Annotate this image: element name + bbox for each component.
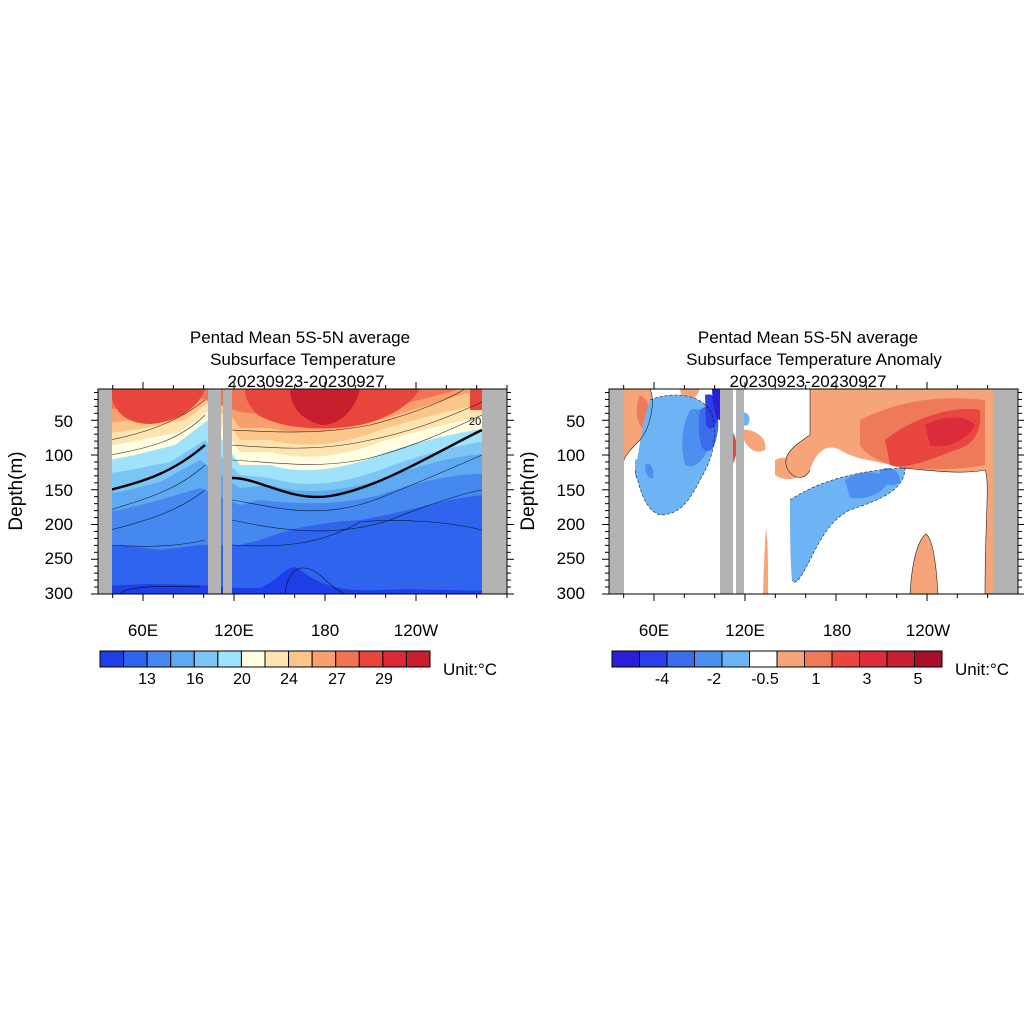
temp-colorbar-box-14 [405, 650, 431, 668]
anom-x-tick-120w: 120W [906, 621, 950, 640]
temp-colorbar-label-16: 16 [186, 671, 204, 688]
anom-colorbar-box-2 [639, 650, 668, 668]
anom-y-tick-200: 200 [557, 515, 585, 534]
temp-colorbar-box-12 [358, 650, 384, 668]
anom-contour-field [609, 389, 1018, 594]
temp-title-line-3: 20230923-20230927 [228, 372, 385, 391]
anom-colorbar-box-10 [859, 650, 888, 668]
anom-colorbar [611, 650, 943, 668]
temp-x-tick-180: 180 [311, 621, 339, 640]
temp-unit-label: Unit:°C [443, 660, 497, 679]
anom-axis-ticks [602, 382, 1024, 601]
anom-colorbar-box-5 [721, 650, 750, 668]
temp-x-tick-120w: 120W [394, 621, 438, 640]
temp-colorbar-label-27: 27 [328, 671, 346, 688]
temp-colorbar-box-11 [335, 650, 360, 668]
temp-y-tick-100: 100 [45, 446, 73, 465]
temp-plot-frame [97, 388, 508, 595]
temp-colorbar-box-8 [264, 650, 290, 668]
anom-colorbar-label-neg05: -0.5 [751, 671, 779, 688]
temp-colorbar-box-2 [123, 650, 148, 668]
anom-x-tick-180: 180 [823, 621, 851, 640]
panel-anomaly: Pentad Mean 5S-5N average Subsurface Tem… [518, 328, 1024, 688]
temp-colorbar-box-10 [311, 650, 337, 668]
anom-title-line-3: 20230923-20230927 [730, 372, 887, 391]
temp-colorbar-label-20: 20 [233, 671, 251, 688]
anom-title-line-1: Pentad Mean 5S-5N average [698, 328, 918, 347]
anom-y-tick-250: 250 [557, 549, 585, 568]
temp-colorbar-box-7 [240, 650, 266, 668]
anom-colorbar-box-7 [776, 650, 805, 668]
anom-colorbar-box-3 [666, 650, 695, 668]
anom-colorbar-label-neg2: -2 [707, 671, 721, 688]
panel-temperature: Pentad Mean 5S-5N average Subsurface Tem… [6, 328, 514, 688]
temp-contour-field: 20 [98, 389, 507, 594]
temp-colorbar-label-24: 24 [280, 671, 298, 688]
anom-y-tick-100: 100 [557, 446, 585, 465]
anom-colorbar-box-9 [831, 650, 860, 668]
anom-y-axis-label: Depth(m) [518, 451, 539, 530]
anom-title-line-2: Subsurface Temperature Anomaly [686, 350, 942, 369]
temp-colorbar-box-4 [170, 650, 195, 668]
anom-colorbar-box-11 [886, 650, 915, 668]
anom-colorbar-label-1: 1 [812, 671, 821, 688]
temp-colorbar-box-13 [382, 650, 407, 668]
anom-colorbar-box-1 [611, 650, 640, 668]
temp-y-tick-300: 300 [45, 584, 73, 603]
temp-y-tick-200: 200 [45, 515, 73, 534]
temp-title-line-1: Pentad Mean 5S-5N average [190, 328, 410, 347]
temp-x-tick-120e: 120E [214, 621, 254, 640]
anom-y-tick-150: 150 [557, 481, 585, 500]
anom-colorbar-box-12 [914, 650, 943, 668]
temp-x-tick-60e: 60E [128, 621, 158, 640]
anom-colorbar-label-3: 3 [863, 671, 872, 688]
temp-y-tick-250: 250 [45, 549, 73, 568]
temp-colorbar-box-5 [193, 650, 219, 668]
temp-title-line-2: Subsurface Temperature [210, 350, 396, 369]
temp-colorbar-label-13: 13 [138, 671, 156, 688]
temp-axis-ticks [91, 382, 514, 601]
anom-colorbar-label-5: 5 [914, 671, 923, 688]
anom-colorbar-box-4 [694, 650, 723, 668]
temp-colorbar-box-9 [288, 650, 313, 668]
temp-y-tick-50: 50 [54, 412, 73, 431]
anom-x-tick-60e: 60E [639, 621, 669, 640]
anom-plot-frame [608, 388, 1019, 595]
temp-colorbar-box-1 [99, 650, 125, 668]
anom-colorbar-box-8 [804, 650, 833, 668]
anom-y-tick-50: 50 [566, 412, 585, 431]
anom-x-tick-120e: 120E [725, 621, 765, 640]
anom-colorbar-label-neg4: -4 [655, 671, 669, 688]
anom-colorbar-box-6 [749, 650, 778, 668]
anom-unit-label: Unit:°C [955, 660, 1009, 679]
temp-contour-label-20: 20 [469, 416, 481, 428]
temp-colorbar [99, 650, 431, 668]
temp-colorbar-box-3 [146, 650, 172, 668]
temp-colorbar-label-29: 29 [375, 671, 393, 688]
temp-y-tick-150: 150 [45, 481, 73, 500]
temp-colorbar-box-6 [217, 650, 242, 668]
temp-y-axis-label: Depth(m) [6, 451, 27, 530]
anom-y-tick-300: 300 [557, 584, 585, 603]
